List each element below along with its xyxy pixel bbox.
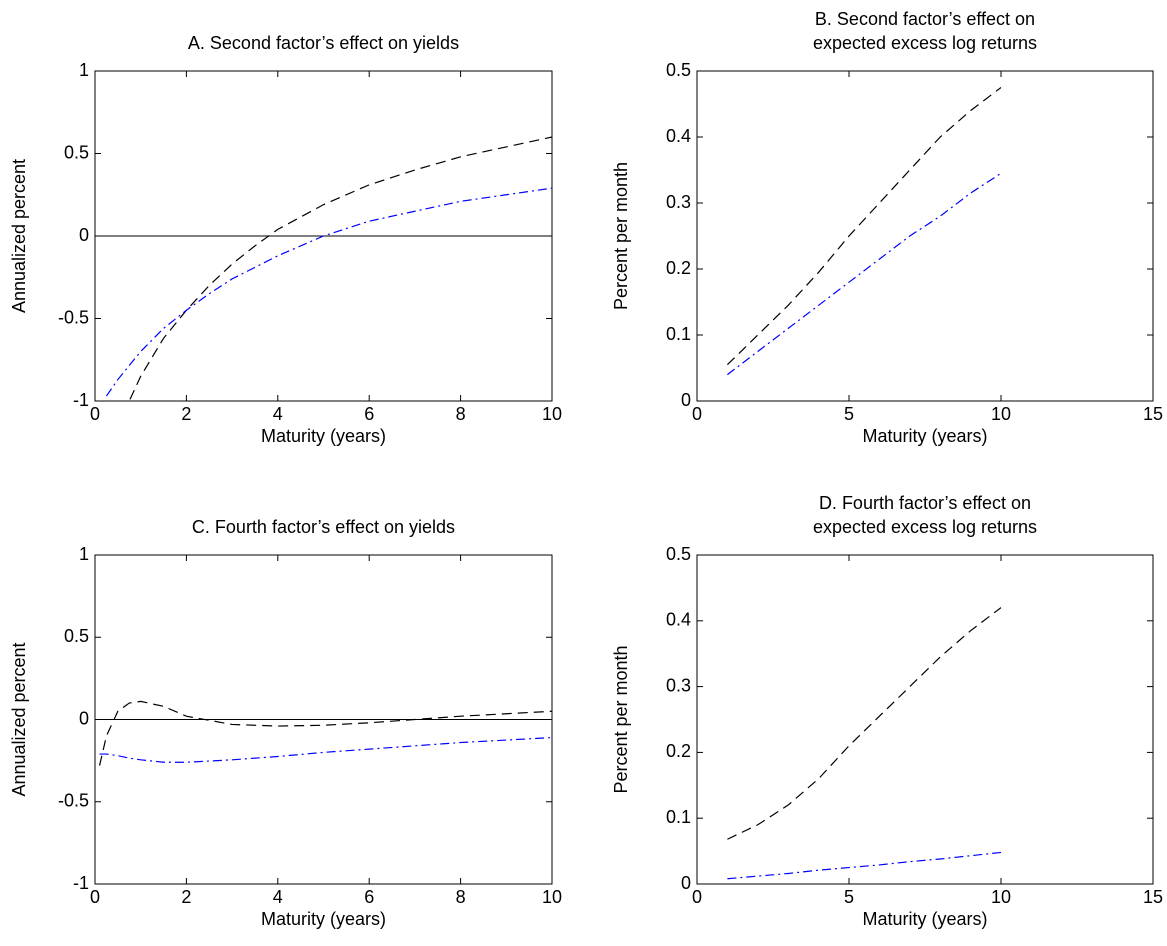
y-tick-label: 0.1 [666, 324, 691, 344]
x-tick-label: 10 [542, 887, 562, 907]
chart-title: B. Second factor’s effect on [815, 9, 1035, 29]
axes-box [696, 70, 1154, 402]
chart-title: C. Fourth factor’s effect on yields [192, 517, 455, 537]
x-tick-label: 4 [273, 404, 283, 424]
y-tick-label: 1 [79, 60, 89, 80]
y-tick-label: 0.5 [666, 60, 691, 80]
y-tick-label: -0.5 [58, 791, 89, 811]
x-tick-label: 10 [991, 404, 1011, 424]
y-tick-label: 0.4 [666, 126, 691, 146]
y-tick-label: 0.3 [666, 675, 691, 695]
y-tick-label: 0.4 [666, 610, 691, 630]
y-tick-label: 0 [681, 390, 691, 410]
chart-title: expected excess log returns [813, 33, 1037, 53]
y-axis-label: Annualized percent [9, 159, 29, 313]
x-tick-label: 5 [844, 887, 854, 907]
x-tick-label: 6 [364, 887, 374, 907]
x-tick-label: 0 [90, 887, 100, 907]
x-tick-label: 5 [844, 404, 854, 424]
y-axis-label: Percent per month [611, 645, 631, 793]
data-line [128, 136, 552, 401]
x-tick-label: 10 [542, 404, 562, 424]
x-tick-label: 10 [991, 887, 1011, 907]
data-line [105, 187, 552, 397]
x-axis-label: Maturity (years) [862, 909, 987, 929]
x-axis-label: Maturity (years) [261, 426, 386, 446]
y-axis-label: Percent per month [611, 162, 631, 310]
data-line [727, 851, 1002, 880]
x-tick-label: 15 [1143, 887, 1163, 907]
data-line [99, 736, 552, 763]
x-tick-label: 0 [90, 404, 100, 424]
y-tick-label: 0.5 [64, 626, 89, 646]
chart-title: expected excess log returns [813, 517, 1037, 537]
y-tick-label: -1 [73, 390, 89, 410]
y-tick-label: -1 [73, 873, 89, 893]
y-tick-label: 0.2 [666, 258, 691, 278]
chart-title: D. Fourth factor’s effect on [819, 493, 1031, 513]
y-tick-label: 0 [79, 225, 89, 245]
y-axis-label: Annualized percent [9, 642, 29, 796]
x-tick-label: 8 [456, 887, 466, 907]
y-tick-label: 0.3 [666, 192, 691, 212]
subplot: 0 2 4 6 8 10 -1 -0.5 0 0.5 1 C. Fourth factor’s eff… [9, 517, 562, 929]
data-line [726, 87, 1002, 366]
y-tick-label: -0.5 [58, 307, 89, 327]
y-tick-label: 0.2 [666, 741, 691, 761]
subplot: 0 5 10 15 0 0.1 0.2 0.3 0.4 0.5 D. Fourth factor’s… [611, 493, 1163, 929]
x-tick-label: 6 [364, 404, 374, 424]
x-tick-label: 4 [273, 887, 283, 907]
subplot: 0 5 10 15 0 0.1 0.2 0.3 0.4 0.5 B. Second factor’s… [611, 9, 1163, 446]
x-tick-label: 8 [456, 404, 466, 424]
x-axis-label: Maturity (years) [261, 909, 386, 929]
y-tick-label: 1 [79, 544, 89, 564]
data-line [98, 700, 552, 766]
x-axis-label: Maturity (years) [862, 426, 987, 446]
x-tick-label: 2 [181, 404, 191, 424]
chart-title: A. Second factor’s effect on yields [188, 33, 459, 53]
y-tick-label: 0 [681, 873, 691, 893]
data-line [727, 172, 1002, 376]
x-tick-label: 2 [181, 887, 191, 907]
x-tick-label: 0 [692, 887, 702, 907]
x-tick-label: 15 [1143, 404, 1163, 424]
y-tick-label: 0 [79, 708, 89, 728]
y-tick-label: 0.1 [666, 807, 691, 827]
data-line [727, 607, 1002, 840]
y-tick-label: 0.5 [666, 544, 691, 564]
subplot: 0 2 4 6 8 10 -1 -0.5 0 0.5 1 A. Second factor’s eff… [9, 33, 562, 446]
y-tick-label: 0.5 [64, 142, 89, 162]
axes-box [696, 554, 1154, 885]
x-tick-label: 0 [692, 404, 702, 424]
